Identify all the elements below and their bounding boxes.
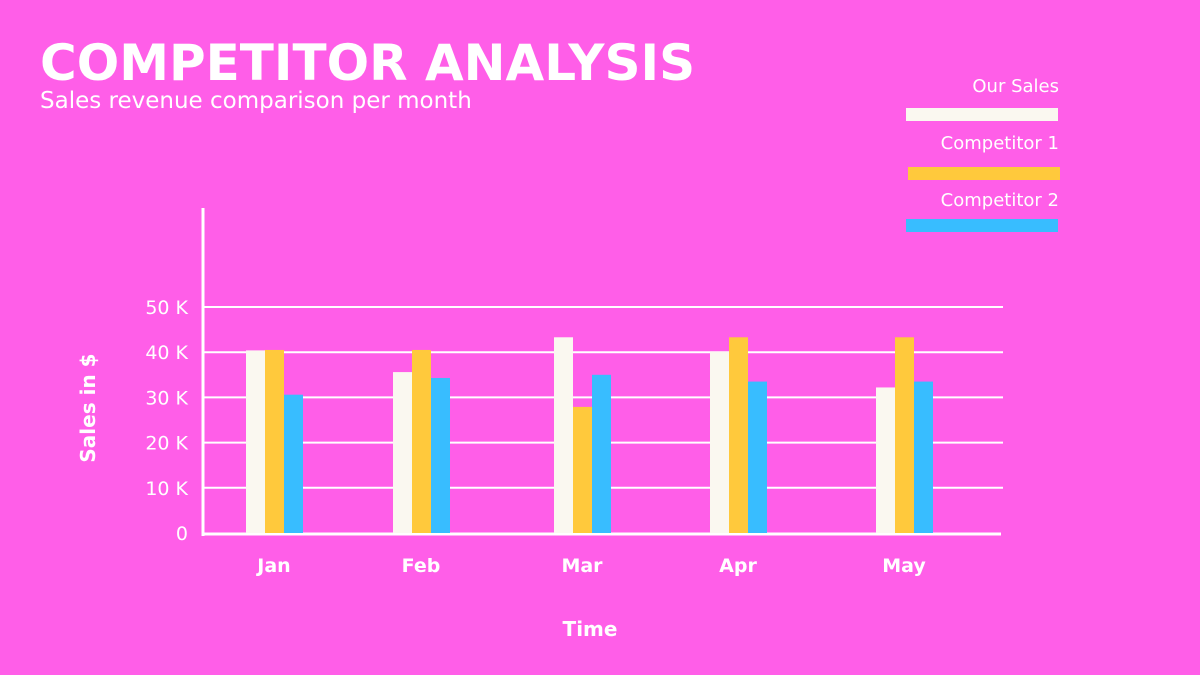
x-tick-label: Mar: [561, 555, 603, 577]
bar-our-sales-may: [876, 387, 895, 533]
bar-competitor-1-mar: [573, 406, 592, 533]
bar-competitor-1-feb: [412, 349, 431, 533]
y-axis-label: Sales in $: [76, 353, 100, 462]
y-tick-label: 50 K: [145, 297, 188, 319]
bar-competitor-1-jan: [265, 349, 284, 533]
legend-swatch-competitor-2: [906, 219, 1058, 232]
y-tick-label: 0: [176, 523, 188, 545]
y-tick-label: 10 K: [145, 478, 188, 500]
chart-subtitle: Sales revenue comparison per month: [40, 88, 472, 114]
x-tick-label: Jan: [255, 555, 290, 577]
bar-our-sales-jan: [246, 350, 265, 533]
y-tick-label: 30 K: [145, 387, 188, 409]
bar-competitor-2-mar: [592, 374, 611, 533]
bar-competitor-1-apr: [729, 337, 748, 533]
bar-our-sales-feb: [393, 372, 412, 533]
legend-label-competitor-2: Competitor 2: [940, 190, 1059, 211]
bar-competitor-2-apr: [748, 381, 767, 533]
x-tick-label: Feb: [402, 555, 441, 577]
legend-swatch-competitor-1: [908, 167, 1060, 180]
legend-label-our-sales: Our Sales: [972, 76, 1059, 97]
bar-competitor-1-may: [895, 337, 914, 533]
chart-title: COMPETITOR ANALYSIS: [40, 34, 696, 92]
legend-label-competitor-1: Competitor 1: [940, 133, 1059, 154]
y-tick-label: 20 K: [145, 433, 188, 455]
bar-our-sales-apr: [710, 351, 729, 533]
y-tick-label: 40 K: [145, 342, 188, 364]
bar-competitor-2-jan: [284, 394, 303, 533]
x-tick-label: Apr: [719, 555, 757, 577]
bar-competitor-2-feb: [431, 377, 450, 533]
legend-swatch-our-sales: [906, 108, 1058, 121]
bar-our-sales-mar: [554, 337, 573, 533]
x-axis-label: Time: [563, 617, 618, 641]
bar-competitor-2-may: [914, 381, 933, 533]
x-tick-label: May: [882, 555, 926, 577]
